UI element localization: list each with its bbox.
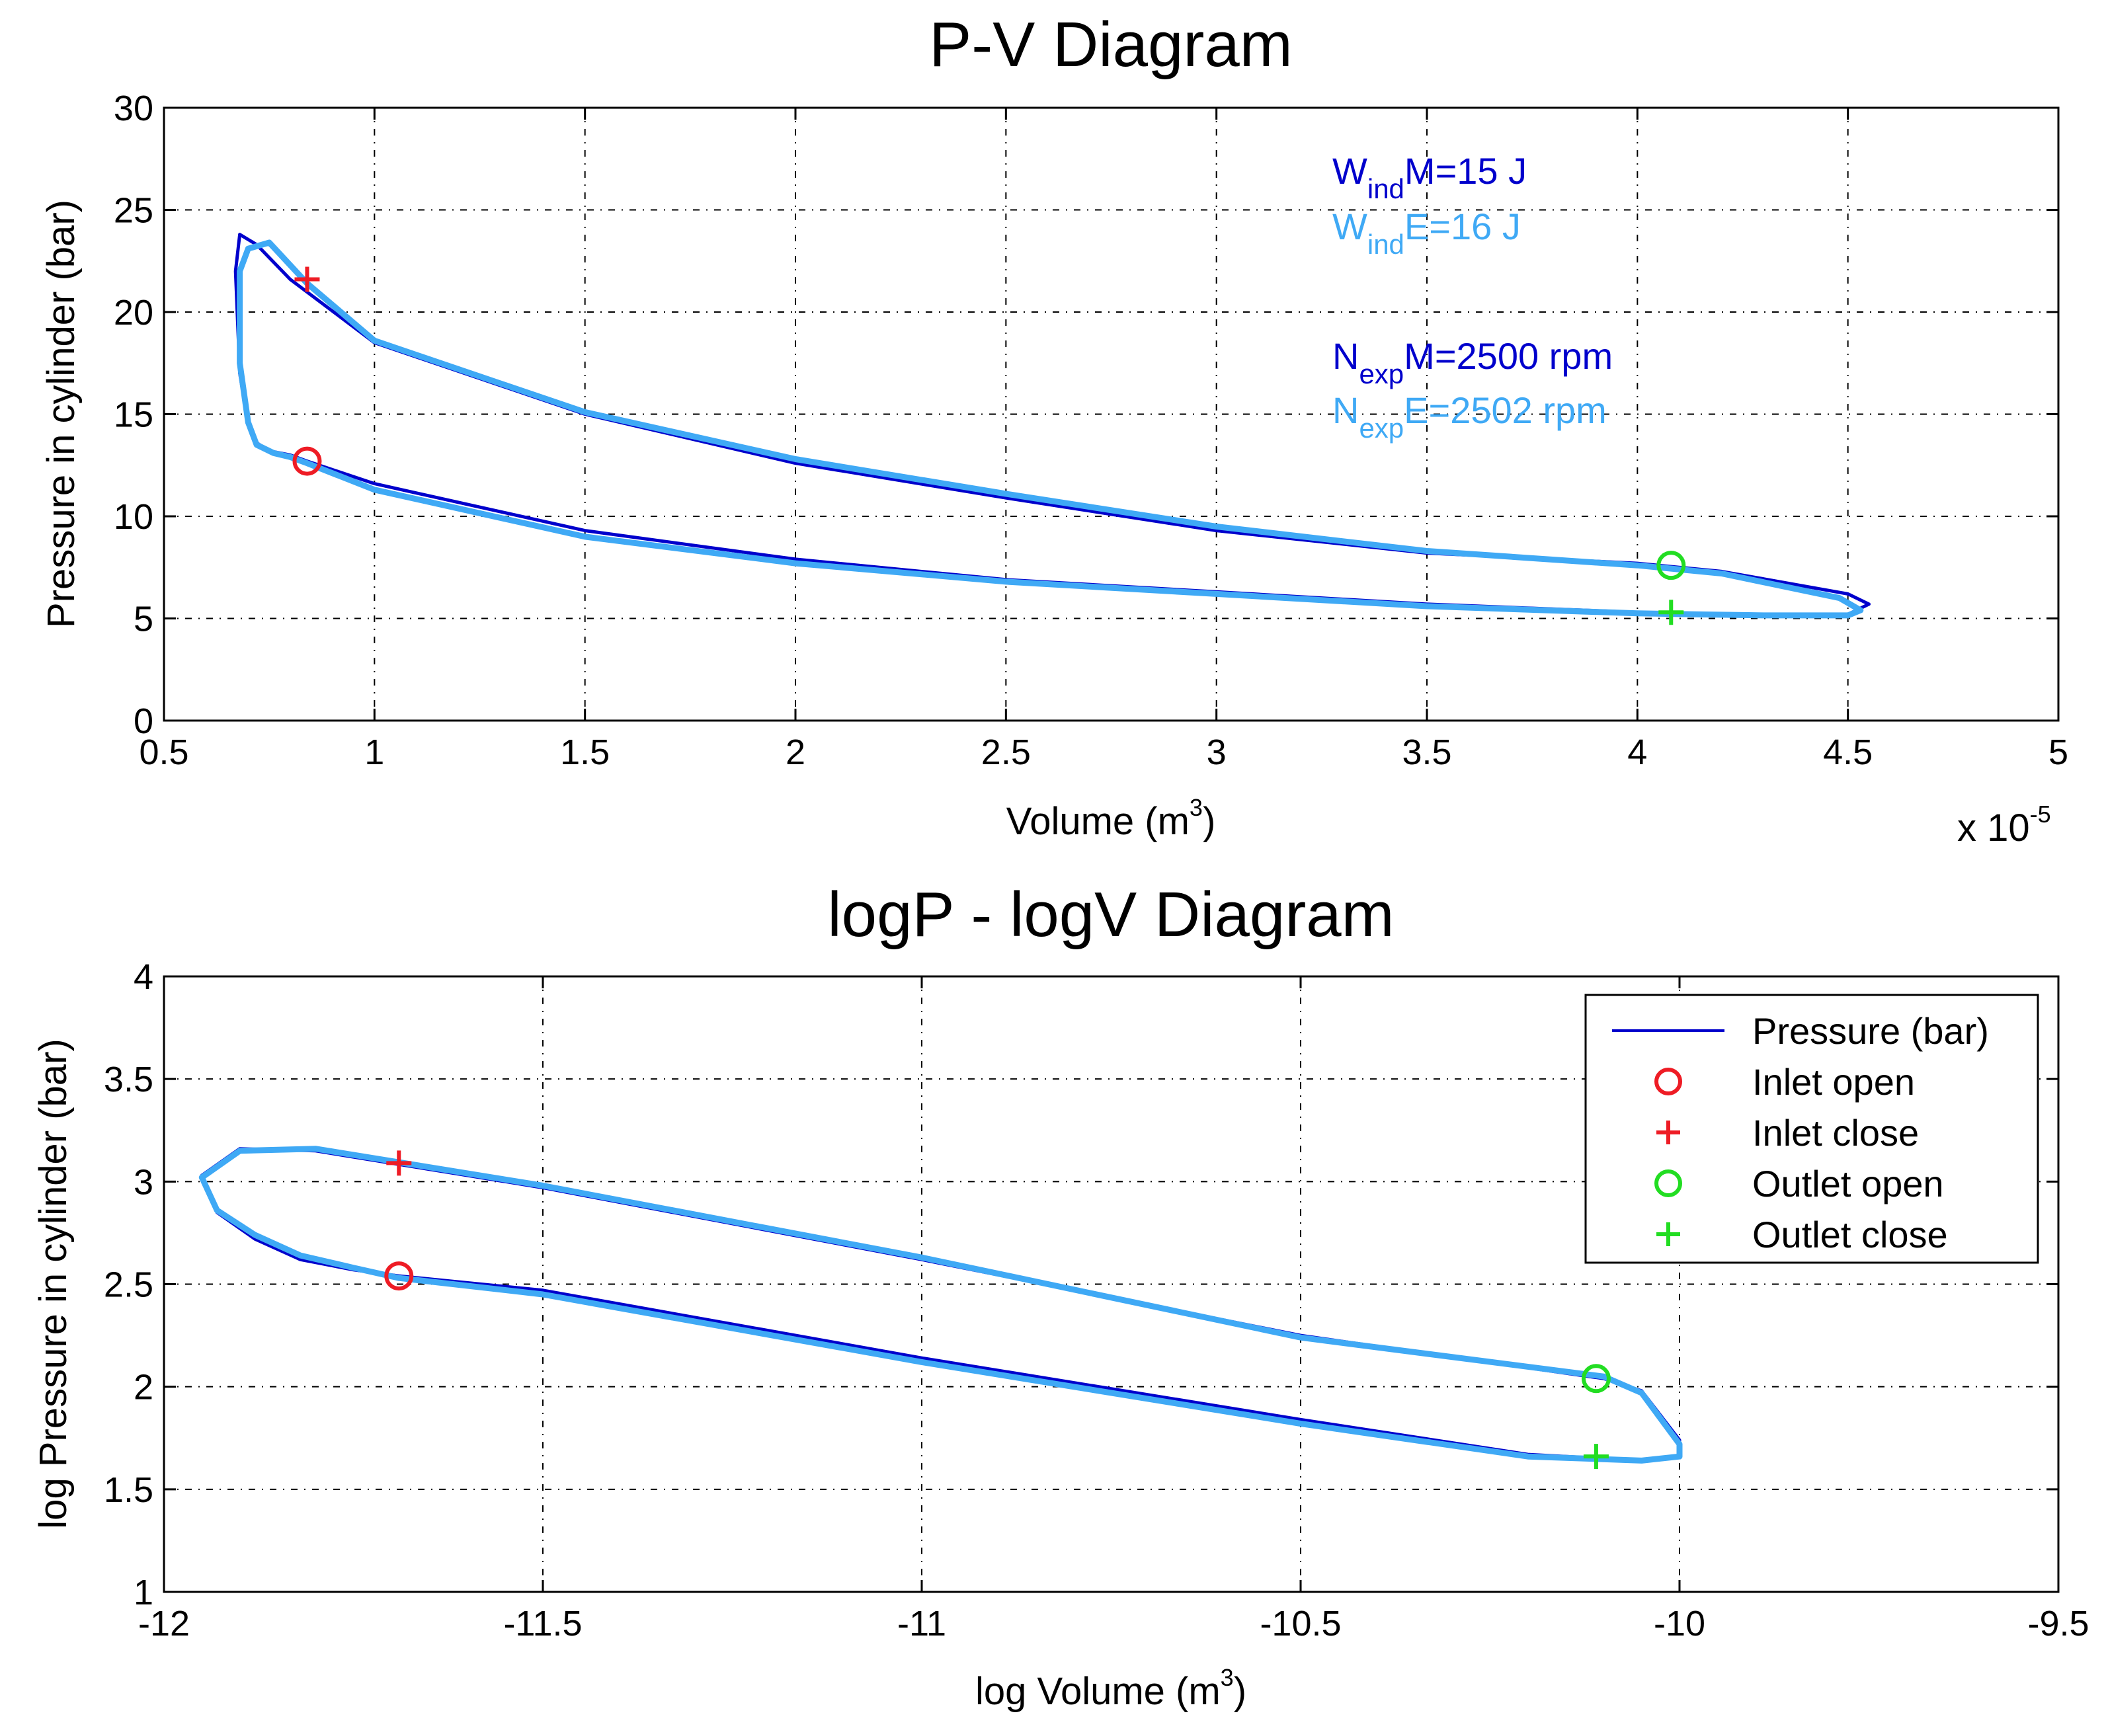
legend-label: Inlet open (1752, 1061, 1915, 1103)
outlet-close-marker (1658, 600, 1684, 625)
chart-title-pv: P-V Diagram (929, 9, 1292, 80)
outlet-close-marker (1583, 1444, 1609, 1470)
y-axis-label-logp-logv: log Pressure in cylinder (bar) (32, 1039, 75, 1528)
x-tick-label: -12 (138, 1604, 190, 1643)
chart-title-logp-logv: logP - logV Diagram (827, 879, 1394, 950)
annotation-wind-e: WindE=16 J (1332, 206, 1521, 260)
y-tick-labels-logp-logv: 1 1.5 2 2.5 3 3.5 4 (104, 957, 153, 1612)
legend-entry-pressure-bar: Pressure (bar) (1612, 1010, 1989, 1052)
y-tick-label: 2.5 (104, 1265, 153, 1305)
x-tick-labels-logp-logv: -12 -11.5 -11 -10.5 -10 -9.5 (138, 1604, 2089, 1643)
legend-plus-swatch (1656, 1121, 1680, 1144)
grid-pv (163, 106, 2060, 722)
chart-logp-logv: logP - logV Diagram -12 -11.5 -11 -10.5 -10-… (32, 879, 2089, 1713)
x-axis-multiplier: x 10-5 (1957, 801, 2051, 849)
y-axis-label-pv: Pressure in cylinder (bar) (40, 200, 83, 628)
series-group-logp-logv (198, 1146, 1683, 1464)
x-tick-label: 2 (786, 732, 805, 772)
legend-entry-inlet-close: Inlet close (1656, 1112, 1919, 1154)
y-tick-label: 15 (114, 395, 153, 435)
x-axis-label-logp-logv: log Volume (m3) (975, 1664, 1246, 1713)
y-tick-label: 3.5 (104, 1060, 153, 1099)
legend-label: Outlet open (1752, 1163, 1944, 1204)
x-tick-label: 1 (364, 732, 384, 772)
x-tick-label: -10.5 (1260, 1604, 1341, 1643)
x-tick-label: 3 (1207, 732, 1227, 772)
inlet-open-marker (292, 446, 322, 476)
x-tick-label: 0.5 (139, 732, 188, 772)
y-tick-label: 3 (134, 1162, 153, 1202)
legend-entry-outlet-close: Outlet close (1656, 1214, 1948, 1255)
outlet-open-marker (1581, 1364, 1611, 1394)
markers-group-logp-logv (384, 1150, 1611, 1470)
y-tick-label: 2 (134, 1368, 153, 1407)
legend-circle-swatch (1654, 1068, 1682, 1095)
x-tick-label: 4 (1627, 732, 1647, 772)
x-tick-labels-pv: 0.5 1 1.5 2 2.5 3 3.5 4 4.5 5 (139, 732, 2068, 772)
x-tick-label: 4.5 (1823, 732, 1873, 772)
legend-entry-inlet-open: Inlet open (1654, 1061, 1915, 1103)
y-tick-label: 25 (114, 191, 153, 231)
y-tick-label: 20 (114, 293, 153, 333)
x-tick-label: -11.5 (503, 1604, 582, 1643)
legend-plus-swatch (1656, 1222, 1680, 1246)
inlet-close-marker (386, 1150, 412, 1176)
series-line-model (200, 1147, 1681, 1462)
legend-label: Outlet close (1752, 1214, 1948, 1255)
y-tick-label: 1.5 (104, 1470, 153, 1510)
plot-frame-logp-logv (163, 975, 2060, 1593)
markers-group-pv (292, 266, 1686, 625)
series-line-experiment (237, 239, 1864, 619)
series-line-model (233, 233, 1871, 616)
legend-entry-outlet-open: Outlet open (1654, 1163, 1944, 1204)
annotation-nexp-e: NexpE=2502 rpm (1332, 389, 1607, 444)
series-line-experiment (198, 1146, 1683, 1464)
y-tick-label: 4 (134, 957, 153, 997)
y-tick-label: 30 (114, 89, 153, 128)
x-axis-label-pv: Volume (m3) (1006, 794, 1216, 843)
legend: Pressure (bar) Inlet open Inlet close Outle… (1584, 994, 2039, 1264)
outlet-open-marker (1656, 551, 1686, 580)
y-tick-label: 0 (134, 701, 153, 741)
x-tick-label: 1.5 (560, 732, 610, 772)
x-tick-label: 5 (2048, 732, 2068, 772)
y-tick-label: 5 (134, 600, 153, 639)
inlet-open-marker (384, 1261, 414, 1291)
legend-entries: Pressure (bar) Inlet open Inlet close Outle… (1612, 1010, 1989, 1255)
y-tick-label: 10 (114, 497, 153, 537)
series-group-pv (233, 233, 1871, 619)
annotation-wind-m: WindM=15 J (1332, 150, 1527, 204)
x-tick-label: -11 (897, 1604, 946, 1643)
x-tick-label: -9.5 (2027, 1604, 2089, 1643)
x-tick-label: 2.5 (981, 732, 1031, 772)
legend-circle-swatch (1654, 1169, 1682, 1197)
annotation-nexp-m: NexpM=2500 rpm (1332, 335, 1613, 389)
y-tick-label: 1 (134, 1573, 153, 1612)
legend-label: Pressure (bar) (1752, 1010, 1989, 1052)
x-tick-label: -10 (1654, 1604, 1705, 1643)
legend-label: Inlet close (1752, 1112, 1919, 1154)
y-tick-labels-pv: 0 5 10 15 20 25 30 (114, 89, 153, 741)
x-tick-label: 3.5 (1402, 732, 1451, 772)
chart-pv: P-V Diagram 0.5 1 1.5 2 2.5 3 3.5 4 4.5 5 0 5 10 15 2… (40, 9, 2068, 849)
legend-box (1584, 994, 2039, 1264)
inlet-close-marker (294, 266, 320, 292)
plot-frame-pv (163, 106, 2060, 722)
